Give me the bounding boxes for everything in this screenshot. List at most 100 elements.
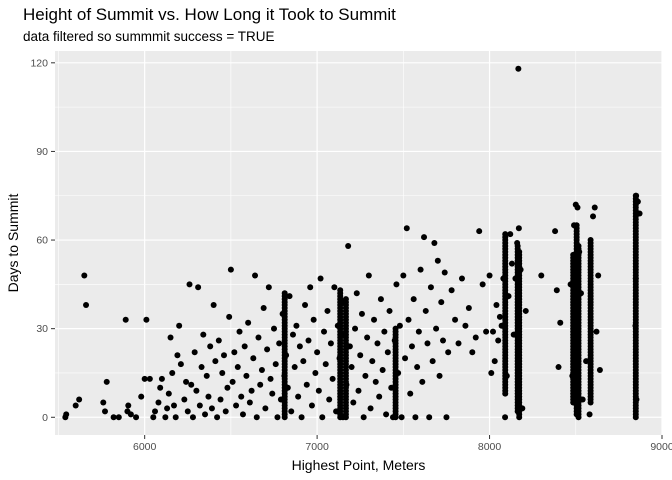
data-point xyxy=(167,334,174,341)
data-point xyxy=(362,372,369,379)
data-point xyxy=(495,337,502,344)
data-point xyxy=(502,231,509,238)
chart-subtitle: data filtered so summmit success = TRUE xyxy=(23,29,275,44)
data-point xyxy=(165,390,172,397)
data-point xyxy=(100,399,107,406)
data-point xyxy=(367,405,374,412)
data-point xyxy=(83,302,90,309)
data-point xyxy=(239,411,246,418)
x-tick-label: 6000 xyxy=(133,441,157,453)
data-point xyxy=(472,334,479,341)
data-point xyxy=(189,414,196,421)
data-point xyxy=(438,299,445,306)
data-point xyxy=(248,387,255,394)
data-point xyxy=(522,307,529,314)
data-point xyxy=(502,414,509,421)
data-point xyxy=(429,358,436,365)
data-point xyxy=(233,402,240,409)
data-point xyxy=(220,352,227,359)
data-point xyxy=(412,414,419,421)
data-point xyxy=(314,349,321,356)
data-point xyxy=(236,328,243,335)
data-point xyxy=(260,304,267,311)
data-point xyxy=(383,411,390,418)
x-tick-label: 7000 xyxy=(305,441,329,453)
data-point xyxy=(538,272,545,279)
y-tick-label: 30 xyxy=(36,323,48,335)
data-point xyxy=(458,275,465,282)
data-point xyxy=(419,378,426,385)
data-point xyxy=(384,349,391,356)
data-point xyxy=(365,272,372,279)
data-point xyxy=(507,231,514,238)
data-point xyxy=(400,272,407,279)
data-point xyxy=(317,275,324,282)
data-point xyxy=(388,384,395,391)
y-tick-label: 0 xyxy=(42,412,48,424)
data-point xyxy=(110,414,117,421)
x-axis-label: Highest Point, Meters xyxy=(292,457,426,473)
data-point xyxy=(329,375,336,382)
data-point xyxy=(214,414,221,421)
data-point xyxy=(258,367,265,374)
data-point xyxy=(208,405,215,412)
data-point xyxy=(115,414,122,421)
data-point xyxy=(183,378,190,385)
data-point xyxy=(508,260,515,267)
data-point xyxy=(146,375,153,382)
data-point xyxy=(253,414,260,421)
data-point xyxy=(422,307,429,314)
data-point xyxy=(596,367,603,374)
data-point xyxy=(358,310,365,317)
data-point xyxy=(427,284,434,291)
data-point xyxy=(198,364,205,371)
data-point xyxy=(302,302,309,309)
data-point xyxy=(162,414,169,421)
data-point xyxy=(250,355,257,362)
data-point xyxy=(469,349,476,356)
data-point xyxy=(307,284,314,291)
data-point xyxy=(196,402,203,409)
data-point xyxy=(76,396,83,403)
data-point xyxy=(269,390,276,397)
data-point xyxy=(573,222,580,229)
data-point xyxy=(431,240,438,246)
data-point xyxy=(281,290,288,297)
data-points xyxy=(62,65,643,421)
x-tick-label: 8000 xyxy=(478,441,502,453)
data-point xyxy=(265,284,272,291)
chart-title: Height of Summit vs. How Long it Took to… xyxy=(23,5,396,24)
y-tick-label: 60 xyxy=(36,235,48,247)
data-point xyxy=(441,269,448,276)
data-point xyxy=(231,349,238,356)
x-tick-label: 9000 xyxy=(650,441,672,453)
data-point xyxy=(262,405,269,412)
data-point xyxy=(203,372,210,379)
data-point xyxy=(324,307,331,314)
data-point xyxy=(207,343,214,350)
data-point xyxy=(63,411,70,418)
data-point xyxy=(434,257,441,264)
major-gridlines xyxy=(55,51,663,435)
data-point xyxy=(557,319,564,326)
y-tick-label: 90 xyxy=(36,146,48,158)
data-point xyxy=(186,281,193,288)
data-point xyxy=(257,381,264,388)
data-point xyxy=(386,307,393,314)
plot-panel xyxy=(55,51,662,435)
data-point xyxy=(293,322,300,329)
data-point xyxy=(127,411,134,418)
data-point xyxy=(157,384,164,391)
data-point xyxy=(212,358,219,365)
data-point xyxy=(402,355,409,362)
data-point xyxy=(315,387,322,394)
data-point xyxy=(229,378,236,385)
data-point xyxy=(125,402,132,409)
data-point xyxy=(414,364,421,371)
data-point xyxy=(322,361,329,368)
data-point xyxy=(271,325,278,332)
data-point xyxy=(195,284,202,291)
data-point xyxy=(379,367,386,374)
data-point xyxy=(421,234,428,241)
tick-labels: 6000 7000 8000 9000 0 30 60 90 120 xyxy=(30,57,672,453)
